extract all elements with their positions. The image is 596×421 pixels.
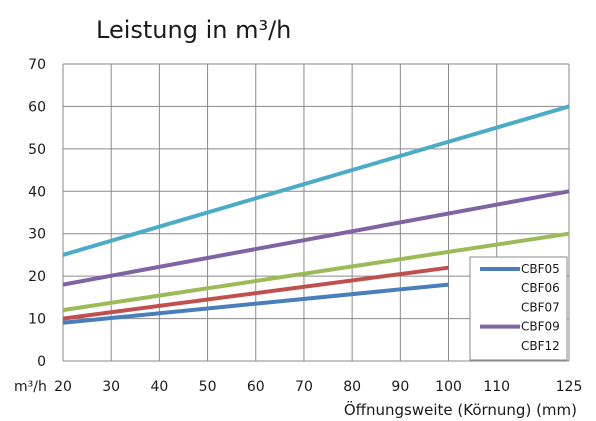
y-tick-label: 10: [28, 312, 46, 328]
series-line-cbf12: [62, 104, 570, 257]
y-tick-label: 30: [28, 227, 46, 243]
y-tick-label: 20: [28, 269, 46, 285]
legend-label-cbf05: CBF05: [521, 262, 560, 276]
y-tick-label: 70: [28, 57, 46, 73]
x-tick-label: 80: [343, 379, 361, 395]
x-tick-label: 60: [247, 379, 265, 395]
legend-label-cbf07: CBF07: [521, 300, 560, 314]
series-lines: [62, 104, 570, 325]
legend-label-cbf09: CBF09: [521, 320, 560, 334]
series-line-cbf06: [62, 265, 449, 321]
chart-title: Leistung in m³/h: [96, 16, 291, 44]
legend: CBF05 CBF06 CBF07 CBF09 CBF12: [469, 256, 568, 361]
x-axis-label: Öffnungsweite (Körnung) (mm): [344, 400, 577, 419]
y-tick-label: 0: [37, 354, 46, 370]
series-line-cbf07: [62, 231, 570, 313]
y-axis: 0 10 20 30 40 50 60 70: [28, 57, 46, 370]
x-tick-label: 30: [102, 379, 120, 395]
series-line-cbf05: [62, 282, 449, 325]
x-tick-label: 50: [199, 379, 217, 395]
legend-label-cbf06: CBF06: [521, 281, 560, 295]
x-tick-label: 100: [435, 379, 462, 395]
y-tick-label: 60: [28, 99, 46, 115]
x-tick-label: 125: [556, 379, 583, 395]
grid: [62, 63, 570, 362]
x-tick-label: 20: [54, 379, 72, 395]
y-tick-label: 40: [28, 184, 46, 200]
x-axis: 20 30 40 50 60 70 80 90 100 110 125: [54, 379, 582, 395]
x-tick-label: 90: [391, 379, 409, 395]
x-tick-label: 70: [295, 379, 313, 395]
series-line-cbf09: [62, 189, 570, 287]
legend-label-cbf12: CBF12: [521, 339, 560, 353]
y-tick-label: 50: [28, 142, 46, 158]
y-unit-label: m³/h: [14, 379, 47, 395]
x-tick-label: 40: [150, 379, 168, 395]
legend-box: [469, 256, 568, 361]
x-tick-label: 110: [483, 379, 510, 395]
